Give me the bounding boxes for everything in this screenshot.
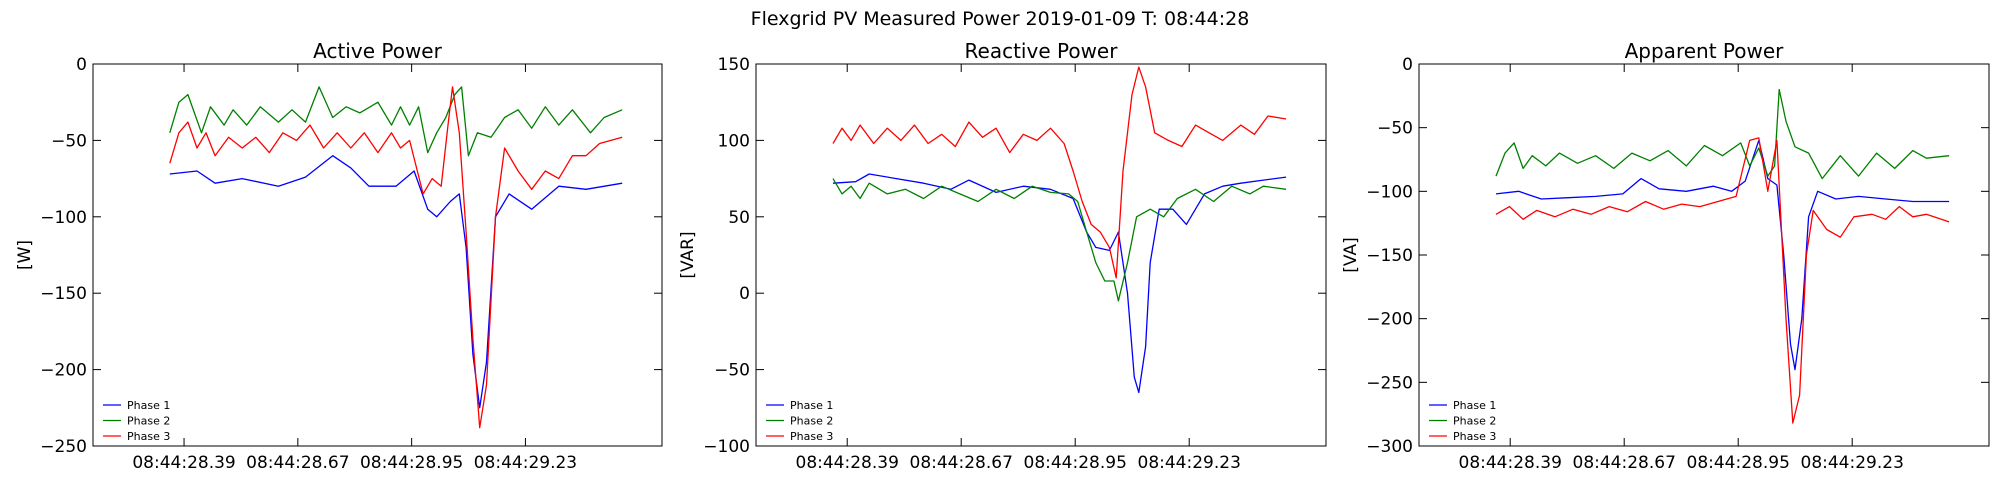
panel-title: Active Power bbox=[313, 39, 442, 63]
x-tick-label: 08:44:28.39 bbox=[796, 453, 899, 473]
series-line-phase-1 bbox=[832, 173, 1287, 394]
y-tick-label: 0 bbox=[1402, 55, 1413, 75]
panel-title: Apparent Power bbox=[1625, 39, 1785, 63]
y-tick-label: 0 bbox=[76, 55, 87, 75]
legend: Phase 1 Phase 2 Phase 3 bbox=[103, 399, 170, 443]
y-tick-label: 150 bbox=[718, 55, 750, 75]
figure-title: Flexgrid PV Measured Power 2019-01-09 T:… bbox=[751, 8, 1250, 30]
y-tick-label: −250 bbox=[1366, 373, 1413, 393]
series-line-phase-3 bbox=[169, 86, 623, 429]
series-line-phase-1 bbox=[1495, 139, 1950, 371]
legend-label: Phase 2 bbox=[790, 415, 833, 428]
x-tick-label: 08:44:28.95 bbox=[1024, 453, 1127, 473]
series-line-phase-2 bbox=[169, 86, 623, 157]
y-tick-label: −300 bbox=[1366, 437, 1413, 457]
y-axis-label: [VAR] bbox=[678, 231, 698, 278]
x-tick-label: 08:44:28.39 bbox=[132, 453, 235, 473]
y-tick-label: −200 bbox=[40, 361, 87, 381]
x-tick-label: 08:44:28.95 bbox=[360, 453, 463, 473]
y-tick-label: −100 bbox=[703, 437, 750, 457]
y-tick-label: −50 bbox=[1377, 119, 1413, 139]
y-tick-label: −150 bbox=[40, 284, 87, 304]
y-tick-label: 0 bbox=[739, 284, 750, 304]
x-tick-label: 08:44:28.95 bbox=[1687, 453, 1790, 473]
y-tick-label: −50 bbox=[714, 361, 750, 381]
axes-frame bbox=[92, 63, 663, 447]
axes-frame bbox=[1418, 63, 1990, 447]
y-tick-label: −200 bbox=[1366, 310, 1413, 330]
legend: Phase 1 Phase 2 Phase 3 bbox=[766, 399, 833, 443]
y-axis-label: [VA] bbox=[1341, 237, 1361, 272]
y-tick-label: −100 bbox=[40, 208, 87, 228]
legend-label: Phase 3 bbox=[1453, 430, 1496, 443]
legend-label: Phase 2 bbox=[127, 415, 170, 428]
legend-label: Phase 1 bbox=[790, 399, 833, 412]
series-line-phase-1 bbox=[169, 155, 623, 409]
y-tick-label: −50 bbox=[51, 131, 87, 151]
y-axis-label: [W] bbox=[15, 240, 35, 270]
panel-active-power: Active Power [W] 0 −50 −100 −150 −200 −250 08:44… bbox=[15, 39, 663, 473]
y-tick-label: −150 bbox=[1366, 246, 1413, 266]
x-tick-label: 08:44:28.67 bbox=[1573, 453, 1676, 473]
series-line-phase-3 bbox=[1495, 137, 1950, 424]
y-tick-label: 100 bbox=[718, 131, 750, 151]
y-tick-label: −100 bbox=[1366, 182, 1413, 202]
y-tick-label: −250 bbox=[40, 437, 87, 457]
legend-label: Phase 1 bbox=[127, 399, 170, 412]
series-line-phase-2 bbox=[1495, 88, 1950, 180]
panel-title: Reactive Power bbox=[965, 39, 1119, 63]
x-tick-label: 08:44:29.23 bbox=[474, 453, 577, 473]
y-tick-label: 50 bbox=[728, 208, 750, 228]
series-line-phase-3 bbox=[832, 66, 1287, 279]
x-tick-label: 08:44:28.67 bbox=[246, 453, 349, 473]
x-tick-label: 08:44:28.67 bbox=[910, 453, 1013, 473]
legend-label: Phase 3 bbox=[127, 430, 170, 443]
x-tick-label: 08:44:29.23 bbox=[1138, 453, 1241, 473]
legend-label: Phase 3 bbox=[790, 430, 833, 443]
legend: Phase 1 Phase 2 Phase 3 bbox=[1429, 399, 1496, 443]
axes-frame bbox=[755, 63, 1327, 447]
x-tick-label: 08:44:29.23 bbox=[1801, 453, 1904, 473]
panel-reactive-power: Reactive Power [VAR] 150 100 50 0 −50 −100 08:44… bbox=[678, 39, 1327, 473]
x-tick-label: 08:44:28.39 bbox=[1459, 453, 1562, 473]
panel-apparent-power: Apparent Power [VA] 0 −50 −100 −150 −200 −250 −3… bbox=[1341, 39, 1990, 473]
legend-label: Phase 1 bbox=[1453, 399, 1496, 412]
legend-label: Phase 2 bbox=[1453, 415, 1496, 428]
series-line-phase-2 bbox=[832, 178, 1287, 302]
